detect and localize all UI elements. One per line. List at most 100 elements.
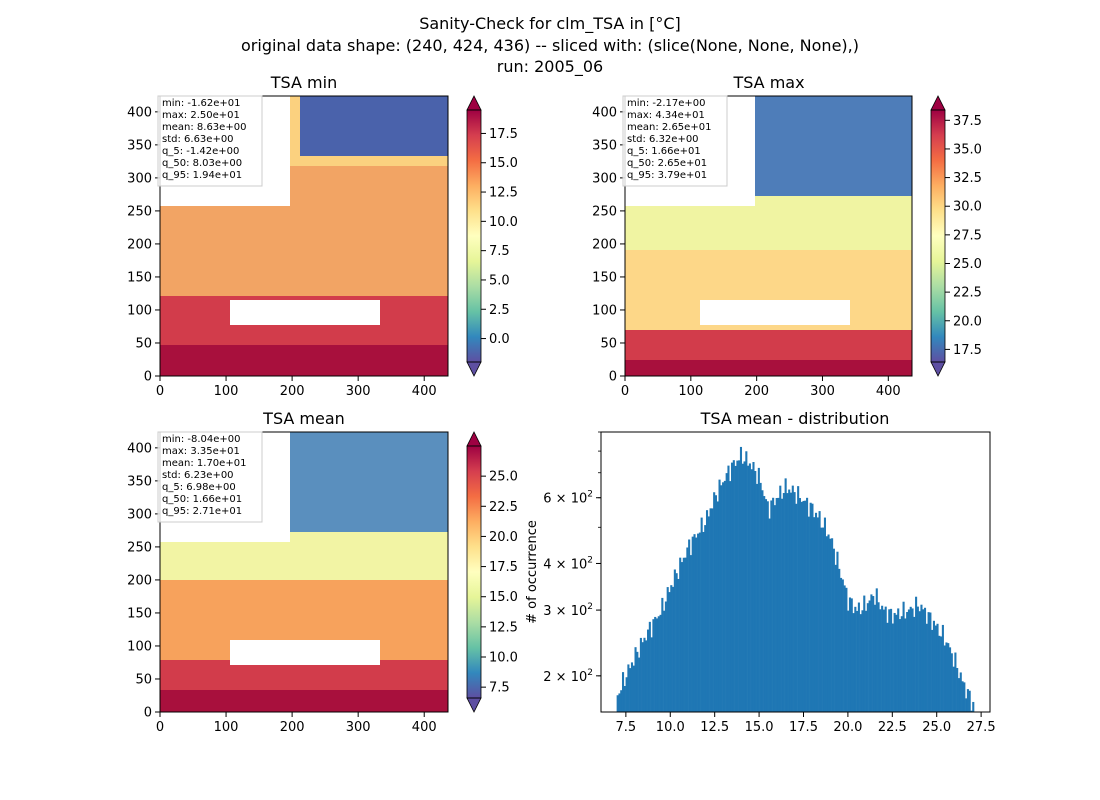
plot-frame bbox=[624, 95, 913, 377]
histogram-bar bbox=[725, 473, 728, 712]
histogram-bar bbox=[873, 604, 877, 712]
histogram-bar bbox=[972, 701, 975, 712]
histogram-bar bbox=[836, 551, 839, 712]
histogram-bar bbox=[630, 662, 634, 712]
histogram-bar bbox=[777, 497, 780, 712]
histogram-bar bbox=[641, 642, 644, 712]
histogram-bar bbox=[666, 587, 669, 712]
histogram-bar bbox=[686, 547, 689, 712]
x-tick-label: 200 bbox=[744, 384, 769, 399]
colorbar: 17.5 20.0 22.5 25.0 27.5 30.0 32.5 35.0 37.5 bbox=[930, 95, 982, 377]
x-tick-label: 100 bbox=[678, 384, 703, 399]
stat-line: mean: 2.65e+01 bbox=[627, 122, 711, 133]
histogram-bar bbox=[618, 693, 621, 712]
colorbar: 0.0 2.5 5.0 7.5 10.0 12.5 15.0 17.5 bbox=[466, 95, 518, 377]
x-axis: 0 100 200 300 400 bbox=[156, 376, 437, 399]
histogram-bar bbox=[727, 465, 730, 712]
histogram-bar bbox=[736, 460, 739, 712]
histogram-bar bbox=[620, 690, 623, 712]
x-tick-label: 200 bbox=[280, 720, 305, 735]
histogram-bar bbox=[675, 573, 678, 712]
stat-line: min: -2.17e+00 bbox=[627, 98, 706, 109]
histogram-bar bbox=[956, 667, 959, 712]
y-tick-label: 200 bbox=[127, 573, 152, 588]
histogram-bar bbox=[616, 695, 619, 712]
histogram-bar bbox=[875, 588, 878, 712]
histogram-bar bbox=[788, 489, 791, 712]
x-tick-label: 400 bbox=[876, 384, 901, 399]
x-tick-label: 400 bbox=[412, 384, 437, 399]
stat-line: q_95: 2.71e+01 bbox=[162, 506, 242, 517]
stat-line: std: 6.63e+00 bbox=[162, 134, 234, 145]
colorbar-extend-top bbox=[466, 431, 482, 447]
histogram-bar bbox=[949, 647, 952, 712]
stats-box: min: -8.04e+00 max: 3.35e+01 mean: 1.70e… bbox=[157, 431, 263, 523]
histogram-bar bbox=[772, 497, 775, 712]
colorbar-tick-label: 37.5 bbox=[953, 114, 982, 129]
histogram-bar bbox=[840, 577, 843, 712]
y-tick-label: 300 bbox=[127, 171, 152, 186]
histogram-bar bbox=[893, 612, 896, 712]
stat-line: mean: 8.63e+00 bbox=[162, 122, 246, 133]
x-tick-label: 300 bbox=[346, 384, 371, 399]
x-tick-label: 0 bbox=[156, 720, 164, 735]
stat-line: q_95: 1.94e+01 bbox=[162, 170, 242, 181]
y-tick-label: 6 × 102 bbox=[543, 490, 593, 507]
histogram-bar bbox=[623, 686, 626, 712]
histogram-bar bbox=[900, 616, 903, 712]
histogram-bar bbox=[684, 557, 687, 712]
histogram-bar bbox=[854, 606, 857, 712]
histogram-bar bbox=[945, 642, 948, 712]
histogram-bar bbox=[763, 496, 766, 712]
y-tick-label: 0 bbox=[144, 370, 152, 385]
histogram-bar bbox=[856, 610, 859, 712]
stat-line: q_50: 2.65e+01 bbox=[627, 158, 707, 169]
histogram-bar bbox=[859, 614, 862, 712]
histogram-bar bbox=[938, 635, 941, 712]
histogram-bar bbox=[827, 534, 830, 712]
histogram-bar bbox=[822, 527, 825, 712]
histogram-bar bbox=[743, 461, 746, 712]
histogram-bar bbox=[695, 537, 698, 712]
histogram-bar bbox=[722, 482, 725, 712]
histogram-bar bbox=[800, 501, 803, 712]
stat-line: q_5: 1.66e+01 bbox=[627, 146, 701, 157]
panel-tsa-max: TSA max 0 100 200 300 400 0 50 100 150 200 250 300… bbox=[592, 73, 982, 399]
histogram-bar bbox=[809, 502, 812, 712]
y-tick-label: 50 bbox=[600, 336, 617, 351]
panel-distribution: TSA mean - distribution # of occurrence … bbox=[525, 409, 996, 735]
stat-line: q_95: 3.79e+01 bbox=[627, 170, 707, 181]
x-tick-label: 100 bbox=[214, 720, 239, 735]
stat-line: max: 2.50e+01 bbox=[162, 110, 240, 121]
histogram-bar bbox=[923, 607, 927, 712]
histogram-bar bbox=[720, 485, 723, 712]
histogram-bar bbox=[877, 602, 880, 712]
histogram-bar bbox=[870, 594, 873, 712]
histogram-bar bbox=[789, 492, 793, 712]
histogram-bar bbox=[668, 592, 671, 712]
y-tick-label: 150 bbox=[127, 270, 152, 285]
y-tick-label: 200 bbox=[592, 237, 617, 252]
histogram-bar bbox=[705, 510, 709, 712]
x-tick-label: 15.0 bbox=[745, 720, 774, 735]
histogram-bar bbox=[741, 463, 744, 712]
histogram-bar bbox=[932, 620, 935, 712]
histogram-bar bbox=[645, 640, 648, 712]
histogram-bar bbox=[968, 690, 971, 712]
colorbar-tick-label: 17.5 bbox=[953, 343, 982, 358]
histogram-bar bbox=[639, 637, 642, 712]
plot-frame bbox=[159, 95, 449, 377]
histogram-bar bbox=[748, 463, 751, 712]
x-axis: 0 100 200 300 400 bbox=[156, 712, 437, 735]
y-axis: 0 50 100 150 200 250 300 350 400 bbox=[127, 441, 160, 721]
colorbar-tick-label: 7.5 bbox=[489, 681, 510, 696]
histogram-bar bbox=[730, 462, 734, 712]
x-tick-label: 17.5 bbox=[789, 720, 818, 735]
histogram-bar bbox=[709, 508, 712, 712]
x-tick-label: 400 bbox=[412, 720, 437, 735]
y-tick-label: 400 bbox=[127, 441, 152, 456]
histogram-bar bbox=[652, 619, 655, 712]
histogram-bar bbox=[729, 481, 732, 712]
histogram-bar bbox=[920, 604, 923, 712]
y-tick-label: 200 bbox=[127, 237, 152, 252]
